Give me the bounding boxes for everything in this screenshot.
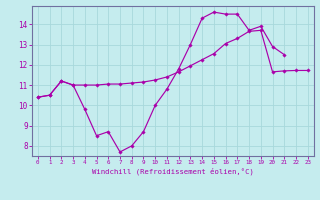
X-axis label: Windchill (Refroidissement éolien,°C): Windchill (Refroidissement éolien,°C) bbox=[92, 168, 254, 175]
